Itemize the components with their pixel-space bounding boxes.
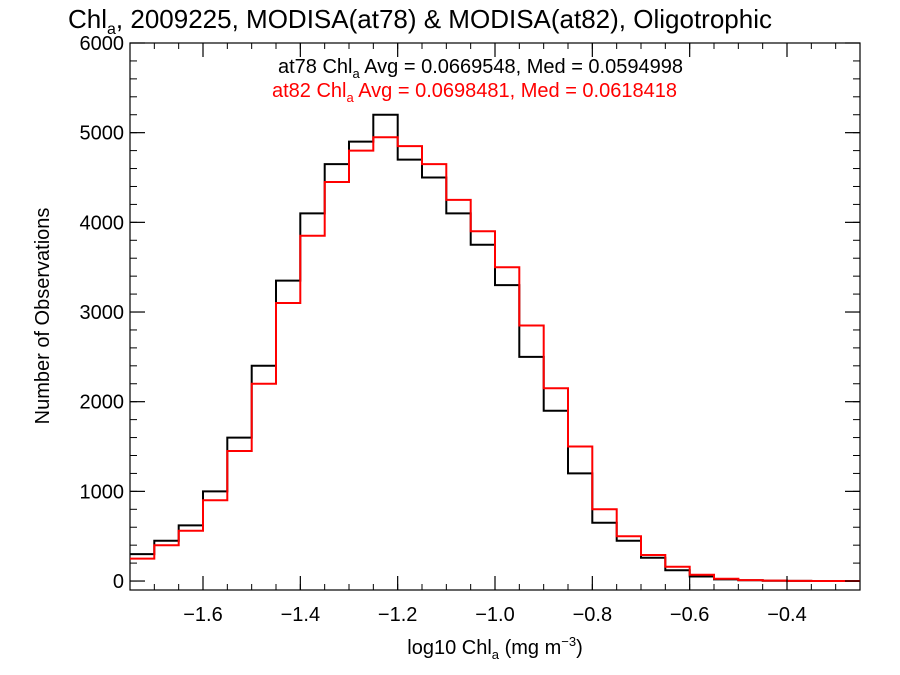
x-axis-ticks: −1.6 −1.4 −1.2 −1.0 −0.8 −0.6 −0.4 — [129, 43, 861, 626]
y-tick-label: 4000 — [80, 212, 125, 234]
y-tick-label: 6000 — [80, 33, 125, 55]
title-prefix: Chl — [68, 4, 107, 34]
y-axis-ticks: 0 1000 2000 3000 4000 5000 6000 — [80, 33, 860, 593]
y-tick-label: 5000 — [80, 123, 125, 145]
legend-entry-at78: at78 Chla Avg = 0.0669548, Med = 0.05949… — [278, 56, 683, 81]
x-axis-label: log10 Chla (mg m−3) — [407, 634, 582, 662]
x-tick-label: −0.8 — [573, 604, 612, 626]
legend-entry-at82: at82 Chla Avg = 0.0698481, Med = 0.06184… — [272, 80, 677, 105]
x-tick-label: −0.4 — [767, 604, 806, 626]
plot-frame — [129, 42, 861, 591]
y-axis-label: Number of Observations — [32, 208, 54, 425]
chart-title: Chla, 2009225, MODISA(at78) & MODISA(at8… — [68, 4, 772, 38]
y-tick-label: 3000 — [80, 302, 125, 324]
y-tick-label: 2000 — [80, 392, 125, 414]
x-tick-label: −0.6 — [670, 604, 709, 626]
title-subscript: a — [107, 21, 116, 38]
x-tick-label: −1.2 — [378, 604, 417, 626]
series-line-1 — [130, 136, 860, 582]
series-line-0 — [130, 113, 860, 582]
series-group — [130, 113, 860, 582]
x-tick-label: −1.0 — [475, 604, 514, 626]
y-tick-label: 1000 — [80, 481, 125, 503]
x-tick-label: −1.4 — [281, 604, 320, 626]
x-tick-label: −1.6 — [183, 604, 222, 626]
title-rest: , 2009225, MODISA(at78) & MODISA(at82), … — [116, 4, 772, 34]
y-tick-label: 0 — [113, 571, 124, 593]
